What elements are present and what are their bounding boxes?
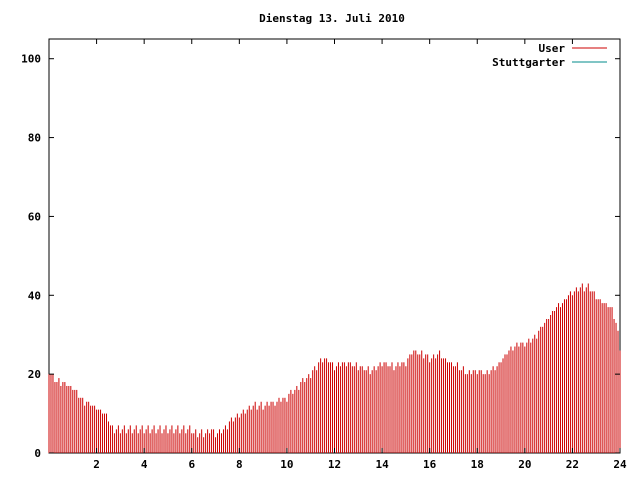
x-tick-label: 18 bbox=[471, 458, 484, 471]
bar-group bbox=[48, 283, 621, 453]
legend: User Stuttgarter bbox=[492, 42, 607, 69]
y-tick-label: 0 bbox=[34, 447, 41, 460]
x-tick-label: 16 bbox=[423, 458, 437, 471]
legend-label-stuttgarter: Stuttgarter bbox=[492, 56, 565, 69]
y-tick-label: 60 bbox=[28, 210, 41, 223]
x-tick-label: 8 bbox=[236, 458, 243, 471]
x-tick-label: 14 bbox=[375, 458, 389, 471]
x-axis: 2 4 6 8 10 12 14 16 18 20 22 24 bbox=[93, 39, 627, 471]
y-tick-label: 80 bbox=[28, 132, 41, 145]
x-tick-label: 24 bbox=[613, 458, 627, 471]
x-tick-label: 10 bbox=[280, 458, 293, 471]
x-tick-label: 6 bbox=[188, 458, 195, 471]
y-tick-label: 100 bbox=[21, 53, 41, 66]
chart-title: Dienstag 13. Juli 2010 bbox=[259, 12, 405, 25]
x-tick-label: 12 bbox=[328, 458, 341, 471]
x-tick-label: 22 bbox=[566, 458, 579, 471]
y-axis: 0 20 40 60 80 100 bbox=[21, 53, 620, 460]
legend-label-user: User bbox=[539, 42, 566, 55]
y-tick-label: 40 bbox=[28, 289, 41, 302]
x-tick-label: 2 bbox=[93, 458, 100, 471]
y-tick-label: 20 bbox=[28, 368, 41, 381]
x-tick-label: 20 bbox=[518, 458, 531, 471]
x-tick-label: 4 bbox=[141, 458, 148, 471]
